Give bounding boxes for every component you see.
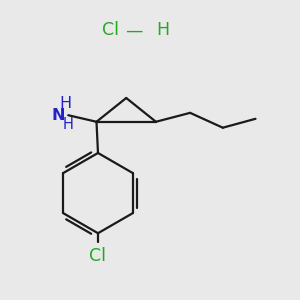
Text: N: N [51, 108, 64, 123]
Text: Cl: Cl [89, 247, 106, 265]
Text: H: H [59, 96, 71, 111]
Text: H: H [63, 117, 74, 132]
Text: H: H [156, 21, 169, 39]
Text: —: — [125, 22, 142, 40]
Text: Cl: Cl [102, 21, 119, 39]
